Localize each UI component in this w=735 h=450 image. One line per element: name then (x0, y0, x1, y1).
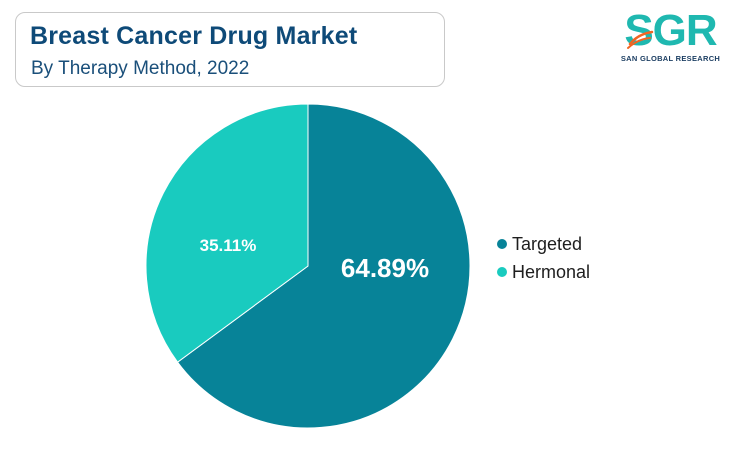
chart-subtitle: By Therapy Method, 2022 (31, 58, 250, 79)
slice-label-hermonal: 35.11% (200, 236, 257, 255)
logo-tagline: SAN GLOBAL RESEARCH (620, 54, 721, 63)
legend-label: Hermonal (512, 261, 591, 282)
logo-swoosh-icon (627, 30, 654, 49)
title-box: Breast Cancer Drug Market By Therapy Met… (15, 12, 445, 87)
legend-item-hermonal: Hermonal (497, 258, 590, 286)
legend-label: Targeted (512, 233, 583, 254)
logo-text: SGR (624, 6, 717, 55)
slice-label-targeted: 64.89% (341, 253, 429, 283)
chart-title: Breast Cancer Drug Market (30, 22, 358, 50)
pie-slice-hermonal (145, 103, 309, 363)
legend-swatch (497, 267, 507, 277)
pie-slice-targeted (176, 103, 471, 429)
chart-legend: Targeted Hermonal (497, 230, 590, 286)
sgr-logo: SGR SAN GLOBAL RESEARCH (618, 6, 723, 64)
legend-item-targeted: Targeted (497, 230, 590, 258)
legend-swatch (497, 239, 507, 249)
